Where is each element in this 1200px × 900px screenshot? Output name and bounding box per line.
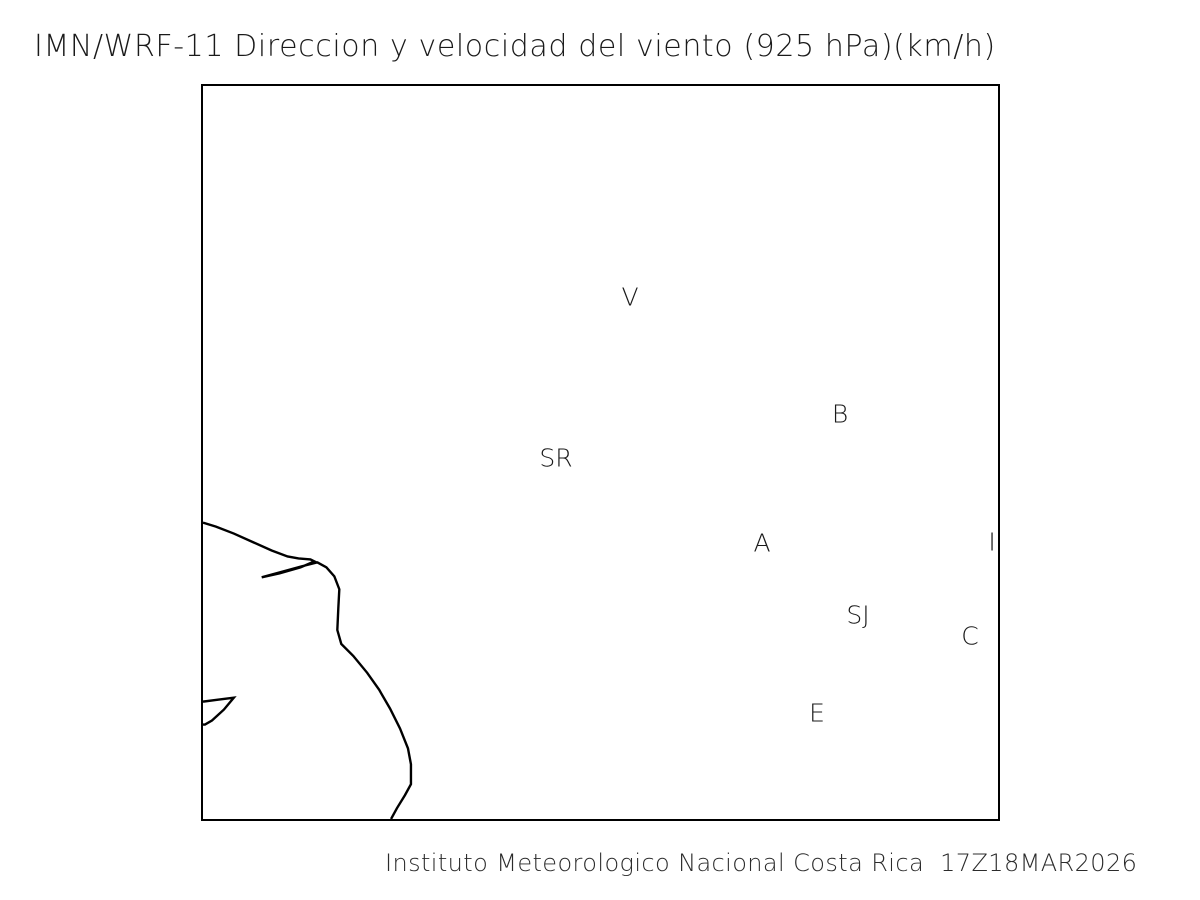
page-title: IMN/WRF-11 Direccion y velocidad del vie… (34, 29, 996, 64)
map-plot-area: V B SR A I SJ C E (201, 84, 1000, 821)
station-label-b[interactable]: B (831, 399, 849, 429)
station-label-i[interactable]: I (988, 527, 996, 557)
station-label-e[interactable]: E (809, 698, 825, 728)
footer-attribution: Instituto Meteorologico Nacional Costa R… (385, 849, 1138, 877)
station-label-sj[interactable]: SJ (846, 600, 870, 630)
station-label-c[interactable]: C (961, 621, 979, 651)
station-label-v[interactable]: V (621, 282, 639, 312)
station-label-sr[interactable]: SR (539, 443, 573, 473)
station-label-layer: V B SR A I SJ C E (203, 86, 998, 819)
station-label-a[interactable]: A (753, 528, 771, 558)
